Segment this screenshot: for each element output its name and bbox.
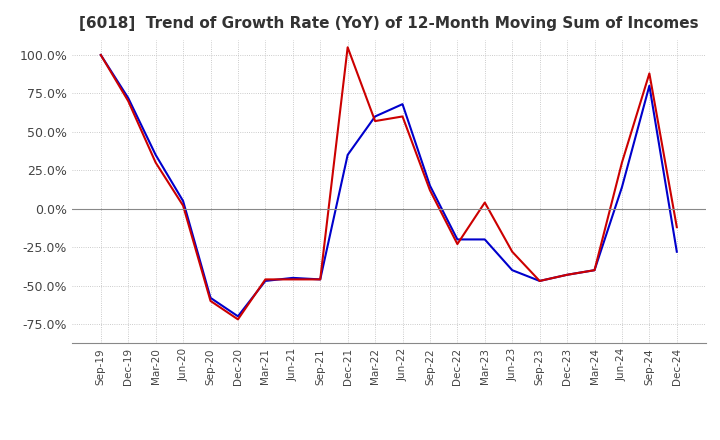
Ordinary Income Growth Rate xyxy=(672,249,681,254)
Net Income Growth Rate xyxy=(289,277,297,282)
Line: Net Income Growth Rate: Net Income Growth Rate xyxy=(101,47,677,319)
Net Income Growth Rate xyxy=(371,118,379,124)
Net Income Growth Rate xyxy=(480,200,489,205)
Net Income Growth Rate xyxy=(124,99,132,104)
Net Income Growth Rate xyxy=(261,277,270,282)
Ordinary Income Growth Rate xyxy=(316,277,325,282)
Ordinary Income Growth Rate xyxy=(618,184,626,190)
Net Income Growth Rate xyxy=(453,242,462,247)
Title: [6018]  Trend of Growth Rate (YoY) of 12-Month Moving Sum of Incomes: [6018] Trend of Growth Rate (YoY) of 12-… xyxy=(79,16,698,32)
Ordinary Income Growth Rate xyxy=(289,275,297,281)
Ordinary Income Growth Rate xyxy=(645,83,654,88)
Net Income Growth Rate xyxy=(536,279,544,284)
Ordinary Income Growth Rate xyxy=(261,279,270,284)
Ordinary Income Growth Rate xyxy=(590,268,599,273)
Net Income Growth Rate xyxy=(672,224,681,230)
Ordinary Income Growth Rate xyxy=(480,237,489,242)
Net Income Growth Rate xyxy=(316,277,325,282)
Net Income Growth Rate xyxy=(426,187,434,193)
Net Income Growth Rate xyxy=(645,71,654,76)
Ordinary Income Growth Rate xyxy=(508,268,516,273)
Ordinary Income Growth Rate xyxy=(124,95,132,101)
Ordinary Income Growth Rate xyxy=(151,152,160,158)
Net Income Growth Rate xyxy=(563,272,572,278)
Line: Ordinary Income Growth Rate: Ordinary Income Growth Rate xyxy=(101,55,677,316)
Net Income Growth Rate xyxy=(590,268,599,273)
Net Income Growth Rate xyxy=(508,249,516,254)
Ordinary Income Growth Rate xyxy=(96,52,105,58)
Ordinary Income Growth Rate xyxy=(398,102,407,107)
Ordinary Income Growth Rate xyxy=(453,237,462,242)
Ordinary Income Growth Rate xyxy=(343,152,352,158)
Net Income Growth Rate xyxy=(343,44,352,50)
Ordinary Income Growth Rate xyxy=(426,183,434,188)
Ordinary Income Growth Rate xyxy=(536,279,544,284)
Net Income Growth Rate xyxy=(96,52,105,58)
Ordinary Income Growth Rate xyxy=(206,295,215,301)
Ordinary Income Growth Rate xyxy=(371,114,379,119)
Ordinary Income Growth Rate xyxy=(179,198,187,204)
Net Income Growth Rate xyxy=(179,203,187,208)
Ordinary Income Growth Rate xyxy=(233,314,242,319)
Net Income Growth Rate xyxy=(398,114,407,119)
Net Income Growth Rate xyxy=(206,298,215,304)
Net Income Growth Rate xyxy=(618,160,626,165)
Net Income Growth Rate xyxy=(151,160,160,165)
Net Income Growth Rate xyxy=(233,317,242,322)
Ordinary Income Growth Rate xyxy=(563,272,572,278)
